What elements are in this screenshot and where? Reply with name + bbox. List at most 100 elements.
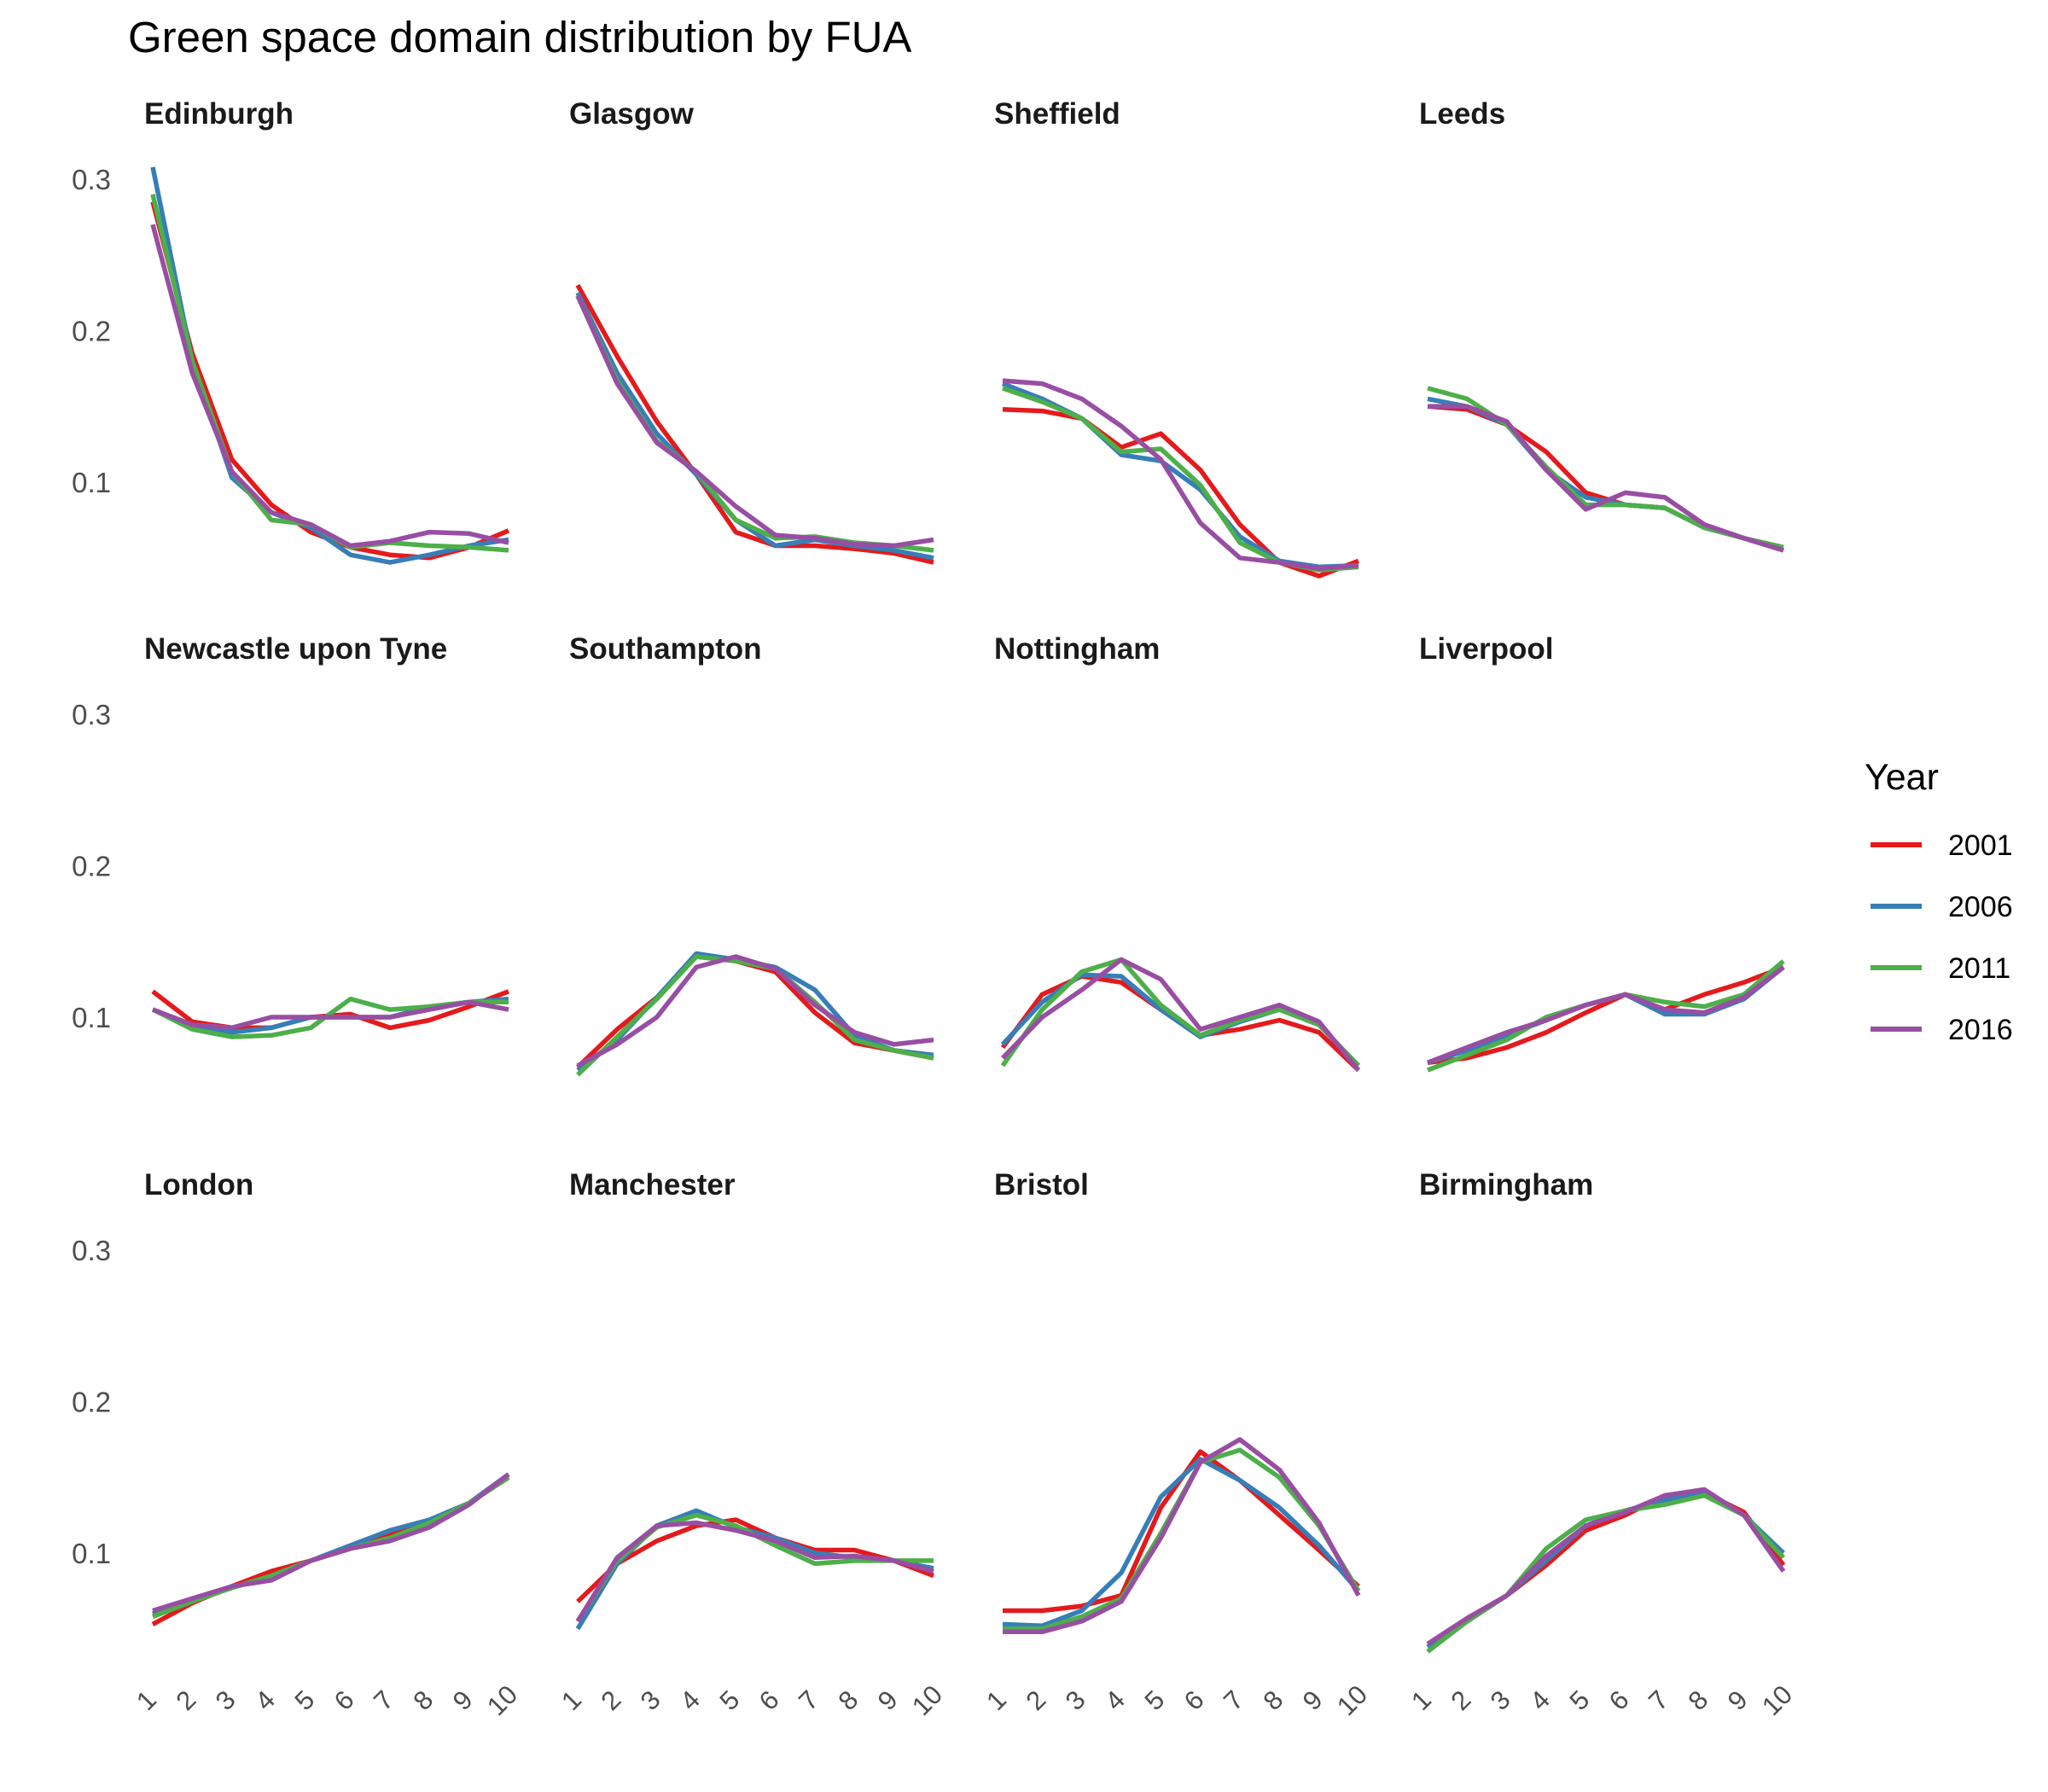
x-tick-label: 2	[170, 1684, 201, 1716]
x-tick-label: 5	[713, 1684, 745, 1716]
series-line-2016	[576, 954, 934, 1068]
legend-label-2006: 2006	[1948, 891, 2013, 923]
panel-title: Birmingham	[1419, 1168, 1593, 1201]
panel-title: Manchester	[569, 1168, 736, 1201]
series-line-2016	[150, 224, 509, 549]
panel-southampton: Southampton	[569, 632, 934, 1077]
chart-title: Green space domain distribution by FUA	[128, 13, 911, 61]
panel-liverpool: Liverpool	[1419, 632, 1785, 1073]
x-tick-label: 10	[481, 1679, 523, 1721]
panel-title: Bristol	[994, 1168, 1089, 1201]
x-tick-label: 1	[1405, 1684, 1437, 1716]
panel-title: Southampton	[569, 632, 762, 666]
x-tick-label: 8	[832, 1684, 864, 1716]
x-tick-label: 10	[1331, 1679, 1373, 1721]
legend-label-2016: 2016	[1948, 1014, 2013, 1046]
x-tick-label: 6	[753, 1684, 785, 1716]
x-tick-label: 1	[980, 1684, 1012, 1716]
x-tick-label: 3	[210, 1684, 241, 1716]
panel-edinburgh: Edinburgh 0.1 0.2 0.3	[72, 97, 510, 565]
legend-title: Year	[1865, 757, 1939, 798]
legend-label-2011: 2011	[1948, 952, 2010, 985]
x-tick-label: 3	[1485, 1684, 1516, 1716]
x-tick-label: 9	[1297, 1684, 1329, 1716]
panel-title: Glasgow	[569, 97, 695, 131]
legend: Year 2001 2006 2011 2016	[1865, 757, 2013, 1046]
x-tick-label: 6	[329, 1684, 360, 1716]
series-line-2006	[1002, 381, 1359, 570]
x-tick-label: 2	[595, 1684, 626, 1716]
x-tick-label: 8	[407, 1684, 439, 1716]
x-tick-label: 5	[1563, 1684, 1595, 1716]
panel-title: Sheffield	[994, 97, 1120, 131]
series-line-2016	[1003, 1437, 1361, 1635]
legend-label-2001: 2001	[1948, 829, 2013, 862]
panel-leeds: Leeds	[1419, 97, 1784, 553]
series-line-2006	[150, 166, 509, 565]
panel-sheffield: Sheffield	[994, 97, 1359, 579]
panel-manchester: Manchester 1 2 3 4 5 6 7 8 9 10	[556, 1168, 948, 1721]
series-line-2016	[152, 999, 509, 1031]
series-line-2016	[1002, 378, 1359, 571]
series-line-2001	[1002, 407, 1359, 579]
series-line-2011	[1000, 957, 1360, 1068]
series-line-2016	[575, 1520, 934, 1623]
x-tick-label: 1	[131, 1684, 162, 1716]
series-line-2001	[150, 201, 510, 561]
series-line-2006	[575, 291, 934, 561]
series-line-2006	[1427, 396, 1784, 553]
x-tick-label: 4	[1524, 1684, 1556, 1716]
x-tick-label: 4	[249, 1684, 281, 1716]
series-line-2001	[576, 954, 934, 1069]
series-line-2016	[1428, 404, 1784, 553]
x-tick-label: 8	[1682, 1684, 1713, 1716]
series-line-2006	[576, 951, 934, 1073]
x-tick-label: 9	[872, 1684, 904, 1716]
series-line-2011	[575, 294, 934, 553]
legend-items: 2001 2006 2011 2016	[1871, 829, 2013, 1046]
y-tick-label: 0.3	[72, 1235, 111, 1266]
x-tick-label: 7	[368, 1684, 399, 1716]
series-line-2001	[1427, 404, 1784, 553]
x-tick-label: 7	[1218, 1684, 1249, 1716]
panel-title: Liverpool	[1419, 632, 1554, 666]
series-line-2016	[152, 1472, 510, 1614]
y-tick-label: 0.3	[72, 699, 111, 730]
x-tick-label: 6	[1178, 1684, 1210, 1716]
x-tick-label: 7	[1643, 1684, 1674, 1716]
x-tick-label: 4	[1099, 1684, 1131, 1716]
x-tick-label: 2	[1020, 1684, 1051, 1716]
x-tick-label: 2	[1445, 1684, 1476, 1716]
series-line-2016	[1427, 965, 1785, 1065]
panel-title: Nottingham	[994, 632, 1160, 666]
x-tick-label: 8	[1257, 1684, 1289, 1716]
series-line-2001	[151, 989, 509, 1031]
x-tick-label: 7	[793, 1684, 824, 1716]
panels-area: Edinburgh 0.1 0.2 0.3 Glasgow Sheffield Leeds N…	[72, 97, 1798, 1721]
x-tick-label: 3	[1060, 1684, 1091, 1716]
x-tick-label: 9	[1722, 1684, 1754, 1716]
y-tick-label: 0.3	[72, 164, 111, 195]
panel-nottingham: Nottingham	[994, 632, 1361, 1073]
series-line-2016	[1426, 1487, 1786, 1646]
x-tick-label: 5	[288, 1684, 320, 1716]
panel-bristol: Bristol 1 2 3 4 5 6 7 8 9 10	[980, 1168, 1373, 1721]
series-line-2016	[1001, 957, 1361, 1072]
series-line-2001	[575, 283, 934, 565]
panel-newcastle-upon-tyne: Newcastle upon Tyne 0.1 0.2 0.3	[72, 632, 509, 1039]
x-tick-label: 6	[1603, 1684, 1635, 1716]
x-tick-label: 10	[1756, 1679, 1798, 1721]
y-tick-label: 0.2	[72, 851, 111, 882]
series-line-2001	[576, 1517, 934, 1603]
series-line-2016	[575, 294, 934, 549]
series-line-2006	[1002, 1457, 1361, 1628]
y-tick-label: 0.1	[72, 467, 111, 498]
x-tick-label: 5	[1138, 1684, 1170, 1716]
x-tick-label: 10	[906, 1679, 948, 1721]
y-tick-label: 0.2	[72, 1387, 111, 1418]
x-tick-label: 9	[447, 1684, 479, 1716]
x-tick-label: 4	[674, 1684, 706, 1716]
panel-title: London	[144, 1168, 253, 1201]
x-tick-label: 1	[556, 1684, 587, 1716]
